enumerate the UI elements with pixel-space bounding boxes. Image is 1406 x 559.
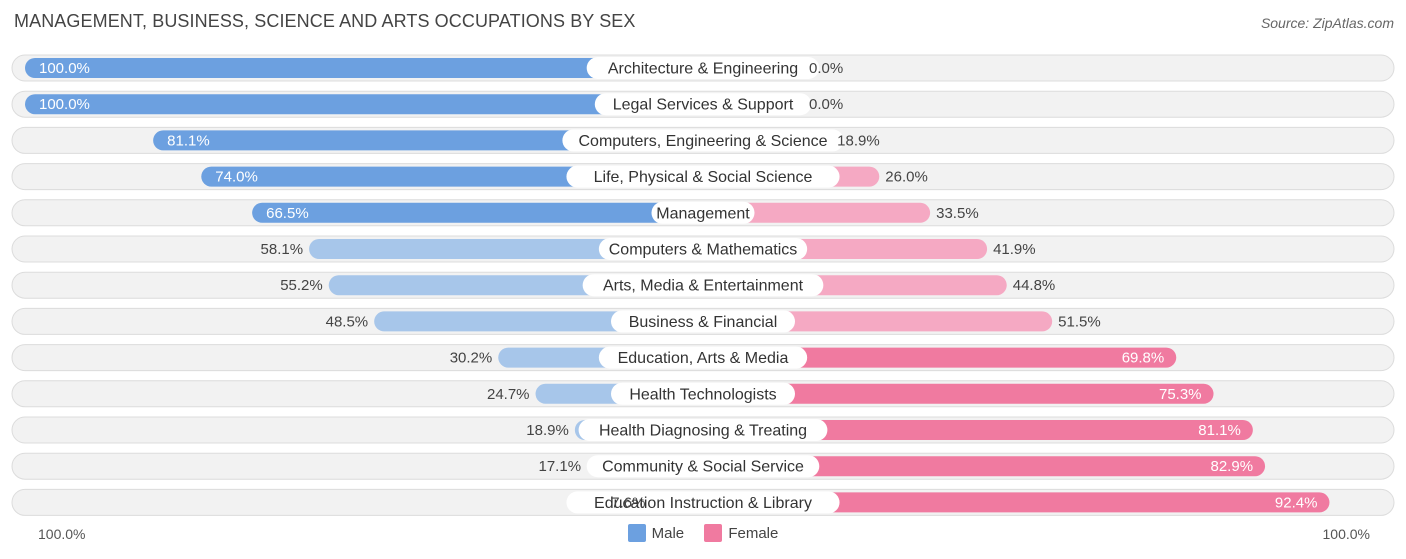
category-pill xyxy=(598,238,808,260)
category-label: Architecture & Engineering xyxy=(608,61,798,78)
bar-female xyxy=(703,492,1330,513)
value-label-female: 82.9% xyxy=(1211,458,1254,475)
category-label: Computers & Mathematics xyxy=(609,242,798,259)
value-label-female: 33.5% xyxy=(936,205,979,222)
bar-male xyxy=(25,94,703,115)
axis-right-label: 100.0% xyxy=(1322,526,1370,542)
category-label: Arts, Media & Entertainment xyxy=(603,278,804,295)
category-label: Health Diagnosing & Treating xyxy=(599,423,807,440)
value-label-male: 66.5% xyxy=(266,205,309,222)
legend-label-female: Female xyxy=(728,524,779,542)
value-label-female: 92.4% xyxy=(1275,494,1318,511)
source-label: Source: ZipAtlas.com xyxy=(1260,15,1394,31)
diverging-bar-chart: Architecture & Engineering 100.0% 0.0% Lega… xyxy=(11,54,1395,516)
category-label: Business & Financial xyxy=(629,314,778,331)
value-label-female: 0.0% xyxy=(809,96,843,113)
value-label-male: 100.0% xyxy=(39,60,90,77)
category-label: Management xyxy=(656,205,750,222)
value-label-male: 48.5% xyxy=(326,313,369,330)
value-label-female: 75.3% xyxy=(1159,386,1202,403)
legend-item-female: Female xyxy=(704,524,778,542)
value-label-female: 44.8% xyxy=(1013,277,1056,294)
category-pill xyxy=(566,165,840,188)
category-label: Legal Services & Support xyxy=(613,97,794,114)
category-pill xyxy=(562,129,844,152)
bar-female xyxy=(703,383,1214,404)
bar-male xyxy=(252,202,703,223)
value-label-male: 7.6% xyxy=(611,494,645,511)
chart-title: MANAGEMENT, BUSINESS, SCIENCE AND ARTS O… xyxy=(14,11,636,31)
category-pill xyxy=(594,93,812,116)
axis-left-label: 100.0% xyxy=(38,526,86,542)
category-pill xyxy=(611,310,795,333)
bar-female xyxy=(703,456,1266,477)
value-label-female: 51.5% xyxy=(1058,313,1101,330)
value-label-male: 100.0% xyxy=(39,96,90,113)
value-label-male: 81.1% xyxy=(167,132,210,149)
value-label-male: 55.2% xyxy=(280,277,323,294)
category-pill xyxy=(586,57,820,79)
category-pill xyxy=(566,491,840,514)
value-label-female: 0.0% xyxy=(809,60,843,77)
value-label-male: 18.9% xyxy=(526,422,569,439)
value-label-female: 81.1% xyxy=(1198,422,1241,439)
legend-swatch-male xyxy=(627,524,646,542)
bar-male xyxy=(25,58,703,78)
value-label-female: 26.0% xyxy=(885,169,928,186)
legend-swatch-female xyxy=(704,524,723,542)
category-label: Education Instruction & Library xyxy=(594,495,812,512)
legend-label-male: Male xyxy=(651,524,685,542)
value-label-male: 17.1% xyxy=(539,458,582,475)
category-pill xyxy=(651,201,755,224)
legend: Male Female xyxy=(0,524,1406,546)
category-label: Computers, Engineering & Science xyxy=(578,133,827,150)
category-pill xyxy=(598,346,808,369)
value-label-male: 30.2% xyxy=(450,350,493,367)
bar-female xyxy=(703,347,1177,368)
value-label-male: 58.1% xyxy=(261,241,304,258)
category-label: Life, Physical & Social Science xyxy=(594,169,813,186)
value-label-female: 41.9% xyxy=(993,241,1036,258)
legend-item-male: Male xyxy=(627,524,685,542)
value-label-female: 18.9% xyxy=(837,132,880,149)
value-label-male: 74.0% xyxy=(215,169,258,186)
category-pill xyxy=(586,455,820,478)
value-label-male: 24.7% xyxy=(487,386,530,403)
bar-female xyxy=(703,420,1253,440)
category-label: Education, Arts & Media xyxy=(618,350,789,367)
category-pill xyxy=(582,274,824,297)
value-label-female: 69.8% xyxy=(1122,350,1165,367)
bar-female xyxy=(703,202,931,223)
category-label: Community & Social Service xyxy=(602,459,804,476)
category-label: Health Technologists xyxy=(629,386,776,403)
category-pill xyxy=(611,382,795,405)
category-pill xyxy=(578,419,828,441)
